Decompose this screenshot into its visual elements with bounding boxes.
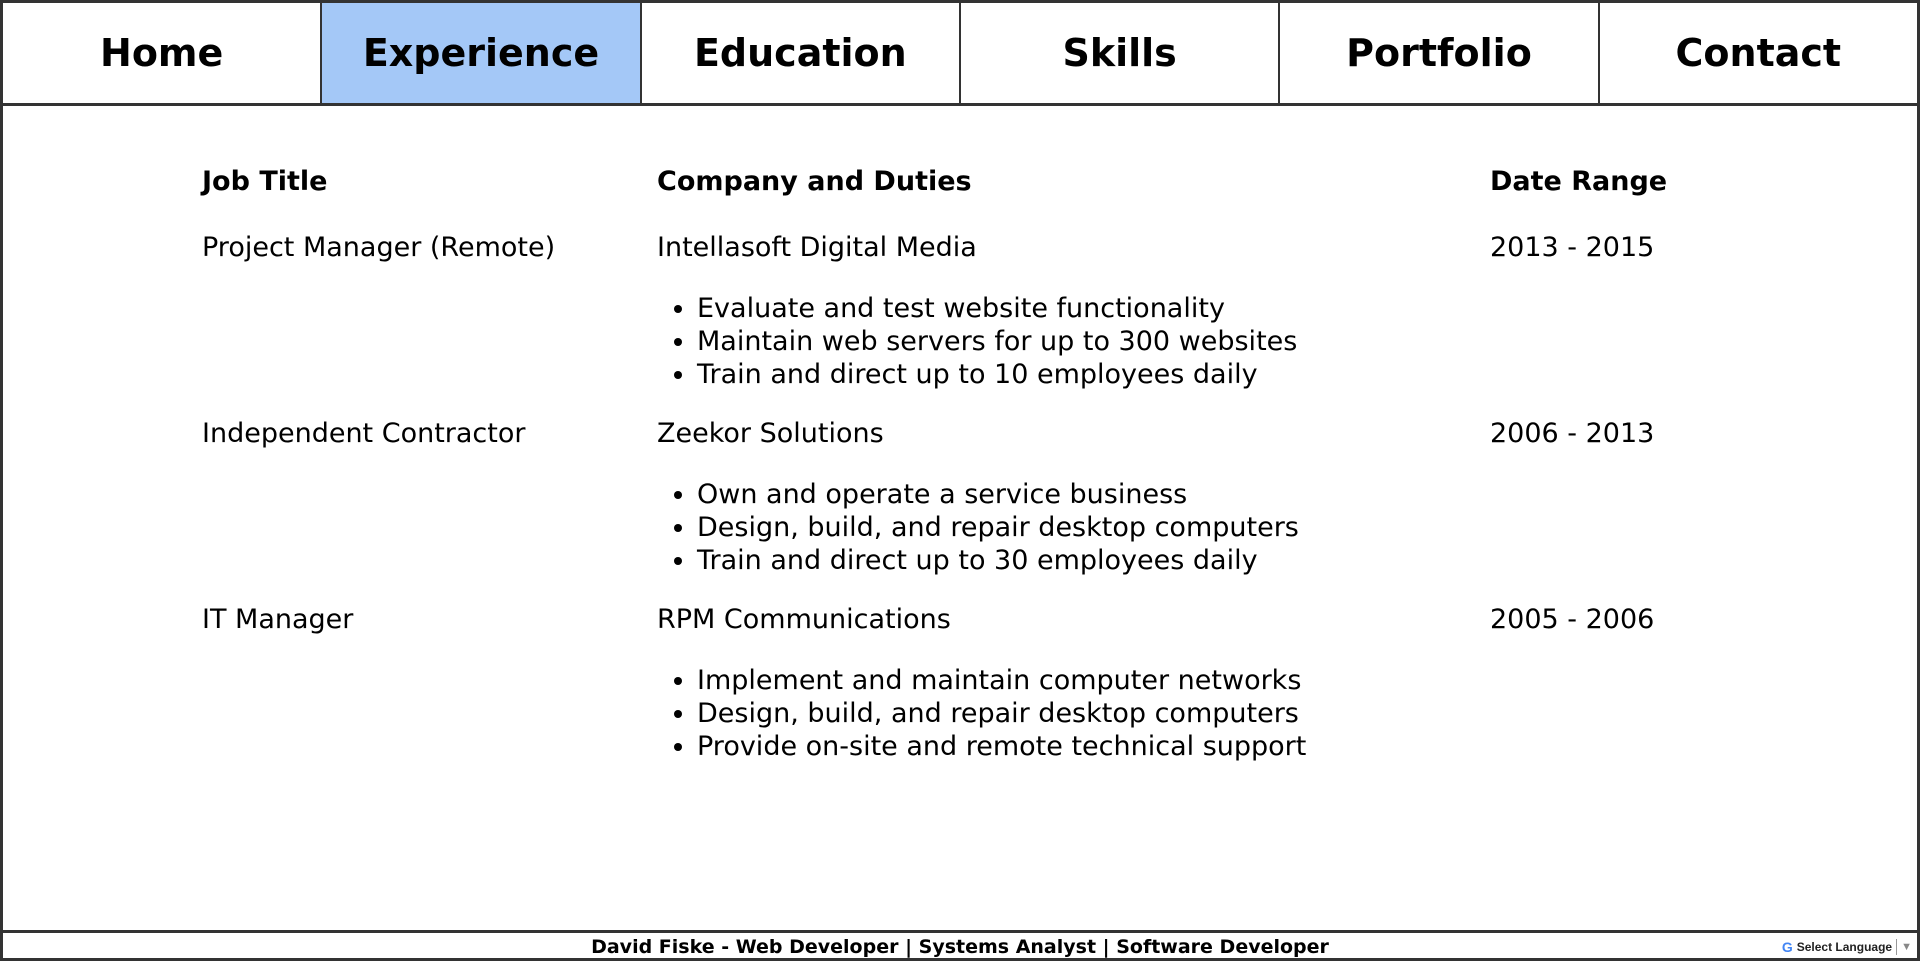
language-selector[interactable]: G Select Language ▼ — [1777, 936, 1916, 958]
main-nav: Home Experience Education Skills Portfol… — [0, 0, 1920, 106]
tab-experience[interactable]: Experience — [322, 3, 642, 103]
tab-home[interactable]: Home — [3, 3, 323, 103]
tab-contact[interactable]: Contact — [1599, 3, 1917, 103]
google-g-icon: G — [1781, 939, 1793, 955]
experience-table: Job Title Company and Duties Date Range … — [0, 106, 1920, 930]
language-label: Select Language — [1796, 940, 1893, 954]
duties-list: Implement and maintain computer networks… — [657, 664, 1306, 763]
duties-list: Evaluate and test website functionality … — [657, 292, 1297, 391]
duty-item: Maintain web servers for up to 300 websi… — [697, 325, 1297, 358]
duty-item: Provide on-site and remote technical sup… — [697, 730, 1306, 763]
duty-item: Implement and maintain computer networks — [697, 664, 1306, 697]
header-job-title: Job Title — [202, 166, 328, 197]
footer-text: David Fiske - Web Developer | Systems An… — [591, 936, 1329, 958]
site-footer: David Fiske - Web Developer | Systems An… — [0, 930, 1920, 961]
date-range: 2005 - 2006 — [1490, 604, 1655, 635]
company-name: Intellasoft Digital Media — [657, 232, 977, 263]
duty-item: Design, build, and repair desktop comput… — [697, 511, 1299, 544]
duty-item: Own and operate a service business — [697, 478, 1299, 511]
divider — [1896, 939, 1898, 955]
company-name: RPM Communications — [657, 604, 951, 635]
date-range: 2006 - 2013 — [1490, 418, 1655, 449]
job-title: Project Manager (Remote) — [202, 232, 556, 263]
duty-item: Evaluate and test website functionality — [697, 292, 1297, 325]
tab-skills[interactable]: Skills — [960, 3, 1281, 103]
header-date-range: Date Range — [1490, 166, 1668, 197]
job-title: Independent Contractor — [202, 418, 526, 449]
job-title: IT Manager — [202, 604, 354, 635]
header-company: Company and Duties — [657, 166, 972, 197]
duties-list: Own and operate a service business Desig… — [657, 478, 1299, 577]
company-name: Zeekor Solutions — [657, 418, 884, 449]
duty-item: Train and direct up to 30 employees dail… — [697, 544, 1299, 577]
tab-portfolio[interactable]: Portfolio — [1280, 3, 1600, 103]
tab-education[interactable]: Education — [641, 3, 961, 103]
chevron-down-icon: ▼ — [1901, 941, 1912, 953]
duty-item: Train and direct up to 10 employees dail… — [697, 358, 1297, 391]
date-range: 2013 - 2015 — [1490, 232, 1655, 263]
duty-item: Design, build, and repair desktop comput… — [697, 697, 1306, 730]
